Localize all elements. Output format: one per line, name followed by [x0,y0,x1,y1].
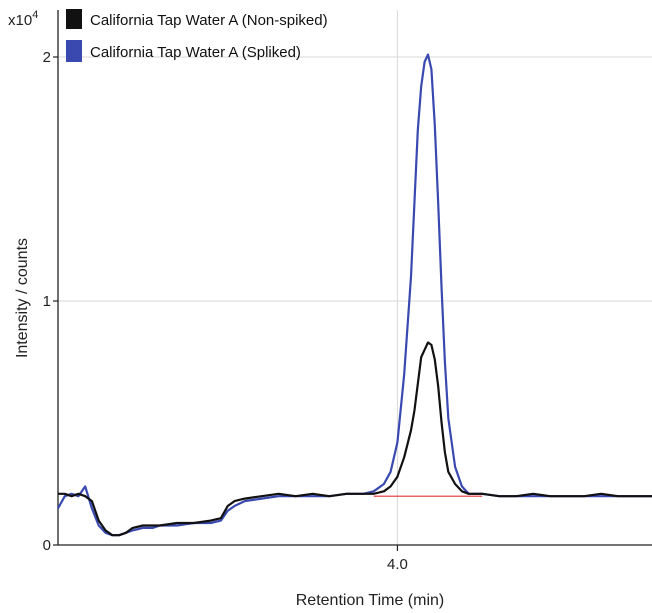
y-tick-label: 2 [43,49,51,66]
x-tick-label: 4.0 [387,556,408,573]
grid [58,10,652,545]
ticks: 0 1 2 4.0 [43,49,408,573]
y-axis-title: Intensity / counts [14,238,31,358]
x-axis-title: Retention Time (min) [296,592,445,609]
legend-swatch-spiked [66,40,82,62]
y-scale-base: x10 [8,12,32,29]
legend-label-non-spiked: California Tap Water A (Non-spiked) [90,12,328,29]
series-line-non-spiked [58,341,652,537]
legend-label-spiked: California Tap Water A (Spliked) [90,44,301,61]
y-tick-label: 1 [43,293,51,310]
y-scale-label: x104 [8,9,38,29]
legend: California Tap Water A (Non-spiked) Cali… [66,9,328,62]
y-scale-exponent: 4 [32,9,38,21]
y-tick-label: 0 [43,537,51,554]
legend-swatch-non-spiked [66,9,82,29]
series-lines [57,53,652,537]
